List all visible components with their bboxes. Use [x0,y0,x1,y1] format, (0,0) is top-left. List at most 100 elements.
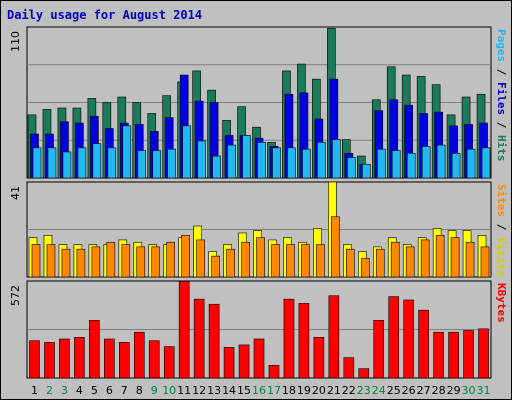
bar-pages-day-14 [227,144,236,179]
bar-pages-day-20 [317,142,326,179]
x-tick-label-day-30: 30 [462,384,476,397]
x-tick-label-day-28: 28 [432,384,446,397]
bar-kbytes-day-1 [29,340,40,379]
right-label-part-pages-files-hits-2: Files [495,82,508,115]
x-tick-label-day-18: 18 [282,384,296,397]
bar-pages-day-16 [257,142,266,179]
bar-kbytes-day-13 [208,303,220,379]
bar-pages-day-7 [122,125,132,179]
x-tick-label-day-8: 8 [136,384,143,397]
x-tick-label-day-12: 12 [192,384,206,397]
bar-pages-day-13 [212,155,221,179]
x-tick-label-day-16: 16 [252,384,266,397]
bar-kbytes-day-4 [74,337,85,379]
bar-pages-day-17 [272,147,281,179]
x-tick-label-day-23: 23 [357,384,371,397]
x-tick-label-day-6: 6 [106,384,113,397]
x-tick-label-day-4: 4 [76,384,83,397]
bar-kbytes-day-26 [403,299,414,379]
bar-kbytes-day-18 [283,298,295,379]
x-tick-label-day-5: 5 [91,384,98,397]
bar-sites-day-6 [106,241,116,278]
x-tick-label-day-26: 26 [402,384,416,397]
x-tick-label-day-13: 13 [207,384,221,397]
x-tick-label-day-31: 31 [477,384,491,397]
right-label-part-pages-files-hits-0: Pages [495,29,508,62]
bar-sites-day-27 [420,239,430,278]
bar-pages-day-28 [436,144,446,179]
bar-kbytes-day-23 [358,368,370,379]
bar-kbytes-day-11 [178,281,190,379]
bar-pages-day-9 [152,150,162,179]
bar-pages-day-4 [77,147,87,179]
bar-pages-day-10 [167,148,177,179]
bar-pages-day-25 [391,150,401,179]
bar-kbytes-day-19 [298,303,310,379]
bar-sites-day-16 [256,237,265,278]
bar-pages-day-6 [107,147,117,179]
x-tick-label-day-29: 29 [447,384,461,397]
bar-sites-day-1 [31,244,41,278]
bar-pages-day-18 [287,147,296,179]
bar-kbytes-day-17 [268,364,280,379]
bar-pages-day-31 [481,147,491,179]
right-label-part-pages-files-hits-4: Hits [495,135,508,162]
bar-sites-day-7 [121,244,131,278]
bar-pages-day-1 [32,147,42,179]
right-label-pages-files-hits: Pages / Files / Hits [495,29,508,162]
bar-kbytes-day-9 [148,340,160,379]
x-tick-label-day-20: 20 [312,384,326,397]
bar-pages-day-12 [197,140,206,179]
bar-kbytes-day-25 [388,296,400,379]
bar-kbytes-day-3 [59,338,70,379]
bar-sites-day-21 [331,216,340,278]
x-tick-label-day-7: 7 [121,384,128,397]
ymax-label-sites-visits: 41 [9,186,22,200]
bar-sites-day-25 [390,241,400,278]
ymax-label-pages-files-hits: 110 [9,31,22,52]
x-tick-label-day-15: 15 [237,384,251,397]
x-tick-label-day-10: 10 [162,384,176,397]
right-label-part-sites-visits-0: Sites [495,184,508,217]
x-tick-label-day-22: 22 [342,384,356,397]
bar-kbytes-day-24 [373,320,385,379]
bar-kbytes-day-31 [478,328,489,379]
bar-sites-day-3 [61,248,71,278]
bar-kbytes-day-12 [193,298,205,379]
x-tick-label-day-14: 14 [222,384,236,397]
bar-kbytes-day-21 [328,295,340,379]
x-tick-label-day-11: 11 [177,384,191,397]
bar-kbytes-day-15 [238,344,250,379]
bar-kbytes-day-10 [163,346,175,379]
bar-sites-day-13 [211,255,220,278]
bar-sites-day-5 [91,246,101,278]
bar-sites-day-9 [151,246,161,278]
x-tick-label-day-17: 17 [267,384,281,397]
bar-pages-day-27 [421,146,431,179]
bar-sites-day-8 [136,246,146,278]
bar-pages-day-8 [137,150,147,179]
bar-pages-day-26 [406,152,416,179]
bar-sites-day-22 [346,248,355,278]
bar-kbytes-day-27 [418,309,429,379]
x-tick-label-day-25: 25 [387,384,401,397]
bar-sites-day-15 [241,241,250,278]
x-tick-label-day-3: 3 [61,384,68,397]
bar-kbytes-day-30 [463,330,474,379]
bar-pages-day-11 [182,125,191,179]
bar-sites-day-26 [405,246,415,278]
bar-pages-day-24 [376,148,386,179]
right-label-part-sites-visits-2: Visits [495,237,508,277]
bar-pages-day-19 [302,148,311,179]
bar-sites-day-17 [271,244,280,278]
bar-sites-day-18 [286,244,295,278]
right-label-part-sites-visits-1: / [495,217,508,237]
bar-kbytes-day-6 [104,338,115,379]
bar-pages-day-3 [62,151,72,179]
bar-pages-day-29 [451,152,461,179]
bar-sites-day-12 [196,239,205,278]
bar-pages-day-21 [332,139,341,179]
bar-sites-day-24 [375,248,385,278]
bar-sites-day-11 [181,234,190,278]
